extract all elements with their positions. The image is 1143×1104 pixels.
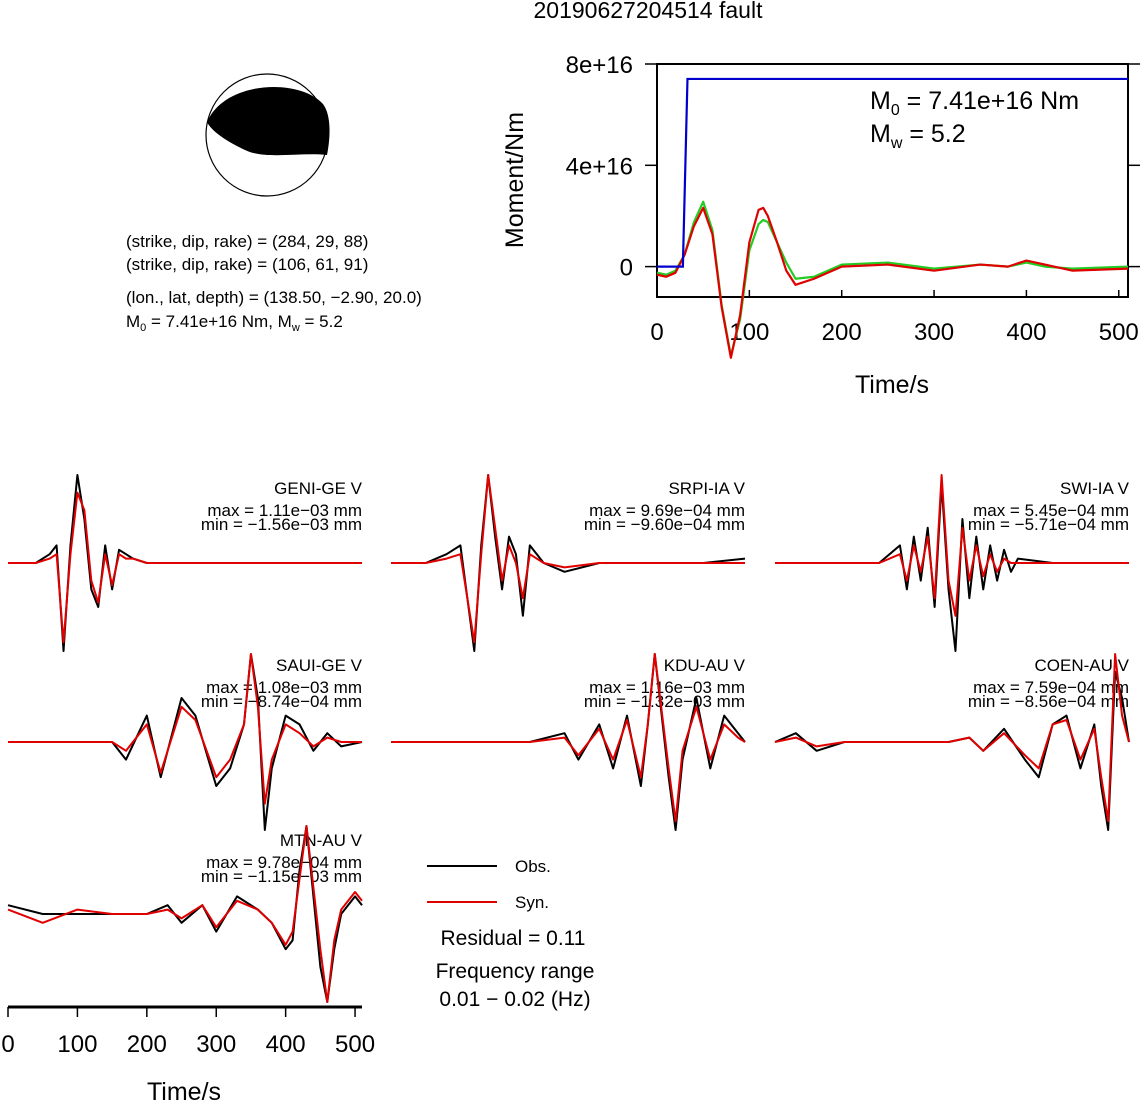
moment-value: = 7.41e+16 Nm, M <box>146 312 292 331</box>
moment-x-tick-label: 500 <box>1099 319 1139 346</box>
moment-y-tick-label: 0 <box>620 255 633 282</box>
waveform-x-tick-label: 0 <box>1 1031 14 1058</box>
observed-trace <box>775 482 1129 652</box>
station-name: SWI-IA V <box>1060 479 1130 498</box>
moment-x-tick-label: 400 <box>1006 319 1046 346</box>
observed-trace <box>8 653 363 831</box>
mw-annotation: Mw = 5.2 <box>870 120 966 152</box>
waveform-x-tick-label: 400 <box>266 1031 306 1058</box>
station-max: max = 9.78e−04 mm <box>206 853 362 872</box>
m0-subscript: 0 <box>140 322 146 334</box>
moment-y-tick-label: 4e+16 <box>566 153 633 180</box>
station-name: SRPI-IA V <box>668 479 745 498</box>
moment-x-tick-label: 300 <box>914 319 954 346</box>
compressional-quadrant <box>207 86 330 156</box>
station-max: max = 5.45e−04 mm <box>973 501 1129 520</box>
station-min: min = −5.71e−04 mm <box>968 515 1129 534</box>
station-max: max = 1.11e−03 mm <box>207 501 362 520</box>
station-name: KDU-AU V <box>664 656 746 675</box>
station-name: GENI-GE V <box>274 479 363 498</box>
station-name: SAUI-GE V <box>276 656 363 675</box>
stf-green-line <box>656 200 1129 357</box>
legend-obs-label: Obs. <box>515 857 551 876</box>
stf-red-line <box>656 206 1129 359</box>
frequency-range-value: 0.01 − 0.02 (Hz) <box>439 988 590 1011</box>
station-min: min = −8.74e−04 mm <box>201 692 362 711</box>
mechanism-line-2: (strike, dip, rake) = (106, 61, 91) <box>126 255 368 274</box>
station-max: max = 1.16e−03 mm <box>589 678 745 697</box>
waveform-x-tick-label: 200 <box>127 1031 167 1058</box>
moment-plot-lines <box>656 77 1129 359</box>
moment-plot-frame <box>656 63 1129 298</box>
moment-x-axis-label: Time/s <box>855 371 929 399</box>
station-min: min = −1.56e−03 mm <box>201 515 362 534</box>
m0-symbol: M <box>126 312 140 331</box>
cumulative-moment-line <box>657 77 1128 268</box>
legend-syn-label: Syn. <box>515 893 549 912</box>
synthetic-trace <box>8 653 362 805</box>
synthetic-trace <box>391 653 746 823</box>
residual-text: Residual = 0.11 <box>441 927 586 950</box>
focal-mechanism-beachball <box>205 73 330 197</box>
mechanism-line-1: (strike, dip, rake) = (284, 29, 88) <box>126 232 368 251</box>
synthetic-trace <box>7 825 363 1003</box>
mw-value: = 5.2 <box>300 312 343 331</box>
figure-title: 20190627204514 fault <box>534 0 764 23</box>
station-name: COEN-AU V <box>1035 656 1130 675</box>
waveform-x-tick-label: 300 <box>196 1031 236 1058</box>
waveform-x-tick-label: 500 <box>335 1031 375 1058</box>
station-min: min = −9.60e−04 mm <box>584 515 745 534</box>
synthetic-trace <box>8 491 362 644</box>
synthetic-trace <box>391 474 745 644</box>
moment-y-axis-label: Moment/Nm <box>501 112 529 248</box>
moment-y-tick-label: 8e+16 <box>566 52 633 79</box>
station-name: MTN-AU V <box>280 831 363 850</box>
mechanism-info: (strike, dip, rake) = (284, 29, 88) (str… <box>126 232 422 334</box>
m0-annotation: M0 = 7.41e+16 Nm <box>870 87 1079 119</box>
station-min: min = −8.56e−04 mm <box>968 692 1129 711</box>
station-max: max = 1.08e−03 mm <box>206 678 362 697</box>
waveform-x-axis-label: Time/s <box>147 1078 221 1104</box>
station-max: max = 9.69e−04 mm <box>589 501 745 520</box>
frequency-range-label: Frequency range <box>436 960 595 983</box>
mechanism-line-3: (lon., lat, depth) = (138.50, −2.90, 20.… <box>126 288 422 307</box>
waveform-x-axis: 0 100 200 300 400 500 <box>1 1005 375 1058</box>
waveform-x-tick-label: 100 <box>57 1031 97 1058</box>
station-max: max = 7.59e−04 mm <box>973 678 1129 697</box>
moment-x-tick-label: 200 <box>822 319 862 346</box>
mw-subscript: w <box>291 322 300 334</box>
synthetic-trace <box>775 474 1129 617</box>
moment-x-tick-label: 0 <box>650 319 663 346</box>
mechanism-line-4: M0 = 7.41e+16 Nm, Mw = 5.2 <box>126 312 343 334</box>
synthetic-trace <box>774 653 1130 823</box>
station-min: min = −1.32e−03 mm <box>584 692 745 711</box>
station-min: min = −1.15e−03 mm <box>201 867 362 886</box>
waveform-legend: Obs. Syn. Residual = 0.11 Frequency rang… <box>427 857 594 1011</box>
